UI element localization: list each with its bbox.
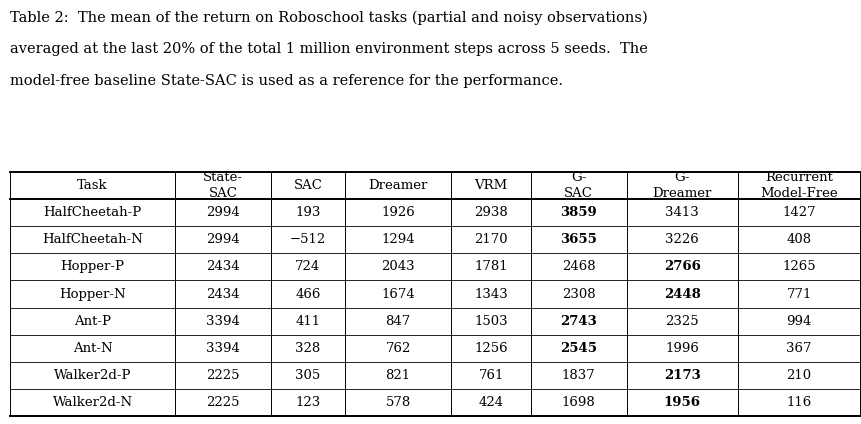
Text: 724: 724 bbox=[294, 260, 320, 273]
Text: 2448: 2448 bbox=[663, 287, 700, 301]
Text: 1837: 1837 bbox=[561, 369, 595, 382]
Text: 2170: 2170 bbox=[474, 233, 507, 246]
Text: Walker2d-P: Walker2d-P bbox=[54, 369, 131, 382]
Text: 1926: 1926 bbox=[381, 206, 414, 219]
Text: 3226: 3226 bbox=[665, 233, 698, 246]
Text: 3655: 3655 bbox=[560, 233, 597, 246]
Text: 2043: 2043 bbox=[381, 260, 414, 273]
Text: −512: −512 bbox=[289, 233, 325, 246]
Text: 1256: 1256 bbox=[474, 342, 507, 355]
Text: 123: 123 bbox=[294, 396, 320, 409]
Text: Table 2:  The mean of the return on Roboschool tasks (partial and noisy observat: Table 2: The mean of the return on Robos… bbox=[10, 11, 647, 25]
Text: 771: 771 bbox=[785, 287, 811, 301]
Text: Hopper-P: Hopper-P bbox=[60, 260, 125, 273]
Text: 1427: 1427 bbox=[782, 206, 815, 219]
Text: 411: 411 bbox=[295, 315, 320, 328]
Text: Dreamer: Dreamer bbox=[368, 179, 427, 192]
Text: 3859: 3859 bbox=[560, 206, 597, 219]
Text: 2994: 2994 bbox=[206, 206, 239, 219]
Text: HalfCheetah-N: HalfCheetah-N bbox=[42, 233, 143, 246]
Text: Task: Task bbox=[77, 179, 108, 192]
Text: 2325: 2325 bbox=[665, 315, 698, 328]
Text: 1956: 1956 bbox=[663, 396, 700, 409]
Text: 2225: 2225 bbox=[206, 369, 239, 382]
Text: 424: 424 bbox=[478, 396, 503, 409]
Text: model-free baseline State-SAC is used as a reference for the performance.: model-free baseline State-SAC is used as… bbox=[10, 74, 563, 88]
Text: 762: 762 bbox=[385, 342, 411, 355]
Text: Ant-P: Ant-P bbox=[74, 315, 111, 328]
Text: 210: 210 bbox=[786, 369, 811, 382]
Text: Ant-N: Ant-N bbox=[73, 342, 113, 355]
Text: Walker2d-N: Walker2d-N bbox=[53, 396, 133, 409]
Text: 761: 761 bbox=[478, 369, 503, 382]
Text: 578: 578 bbox=[385, 396, 411, 409]
Text: Recurrent
Model-Free: Recurrent Model-Free bbox=[759, 171, 837, 200]
Text: 3413: 3413 bbox=[665, 206, 698, 219]
Text: 408: 408 bbox=[786, 233, 811, 246]
Text: 367: 367 bbox=[785, 342, 811, 355]
Text: 2743: 2743 bbox=[560, 315, 597, 328]
Text: 994: 994 bbox=[785, 315, 811, 328]
Text: 2468: 2468 bbox=[561, 260, 595, 273]
Text: 1996: 1996 bbox=[665, 342, 698, 355]
Text: 1265: 1265 bbox=[782, 260, 815, 273]
Text: G-
Dreamer: G- Dreamer bbox=[652, 171, 711, 200]
Text: VRM: VRM bbox=[474, 179, 507, 192]
Text: 3394: 3394 bbox=[206, 315, 239, 328]
Text: HalfCheetah-P: HalfCheetah-P bbox=[44, 206, 142, 219]
Text: 2938: 2938 bbox=[474, 206, 507, 219]
Text: 2545: 2545 bbox=[560, 342, 597, 355]
Text: 2173: 2173 bbox=[663, 369, 700, 382]
Text: 116: 116 bbox=[785, 396, 811, 409]
Text: 2434: 2434 bbox=[206, 287, 239, 301]
Text: 2308: 2308 bbox=[561, 287, 595, 301]
Text: 2225: 2225 bbox=[206, 396, 239, 409]
Text: SAC: SAC bbox=[293, 179, 322, 192]
Text: Hopper-N: Hopper-N bbox=[59, 287, 126, 301]
Text: 2994: 2994 bbox=[206, 233, 239, 246]
Text: 2766: 2766 bbox=[663, 260, 700, 273]
Text: 3394: 3394 bbox=[206, 342, 239, 355]
Text: 2434: 2434 bbox=[206, 260, 239, 273]
Text: 193: 193 bbox=[294, 206, 320, 219]
Text: 466: 466 bbox=[294, 287, 320, 301]
Text: 1343: 1343 bbox=[474, 287, 507, 301]
Text: 821: 821 bbox=[385, 369, 410, 382]
Text: 1503: 1503 bbox=[474, 315, 507, 328]
Text: averaged at the last 20% of the total 1 million environment steps across 5 seeds: averaged at the last 20% of the total 1 … bbox=[10, 42, 647, 56]
Text: 305: 305 bbox=[294, 369, 320, 382]
Text: 1294: 1294 bbox=[381, 233, 414, 246]
Text: 1674: 1674 bbox=[381, 287, 414, 301]
Text: 847: 847 bbox=[385, 315, 411, 328]
Text: 1698: 1698 bbox=[561, 396, 595, 409]
Text: G-
SAC: G- SAC bbox=[564, 171, 592, 200]
Text: State-
SAC: State- SAC bbox=[202, 171, 243, 200]
Text: 1781: 1781 bbox=[474, 260, 507, 273]
Text: 328: 328 bbox=[294, 342, 320, 355]
